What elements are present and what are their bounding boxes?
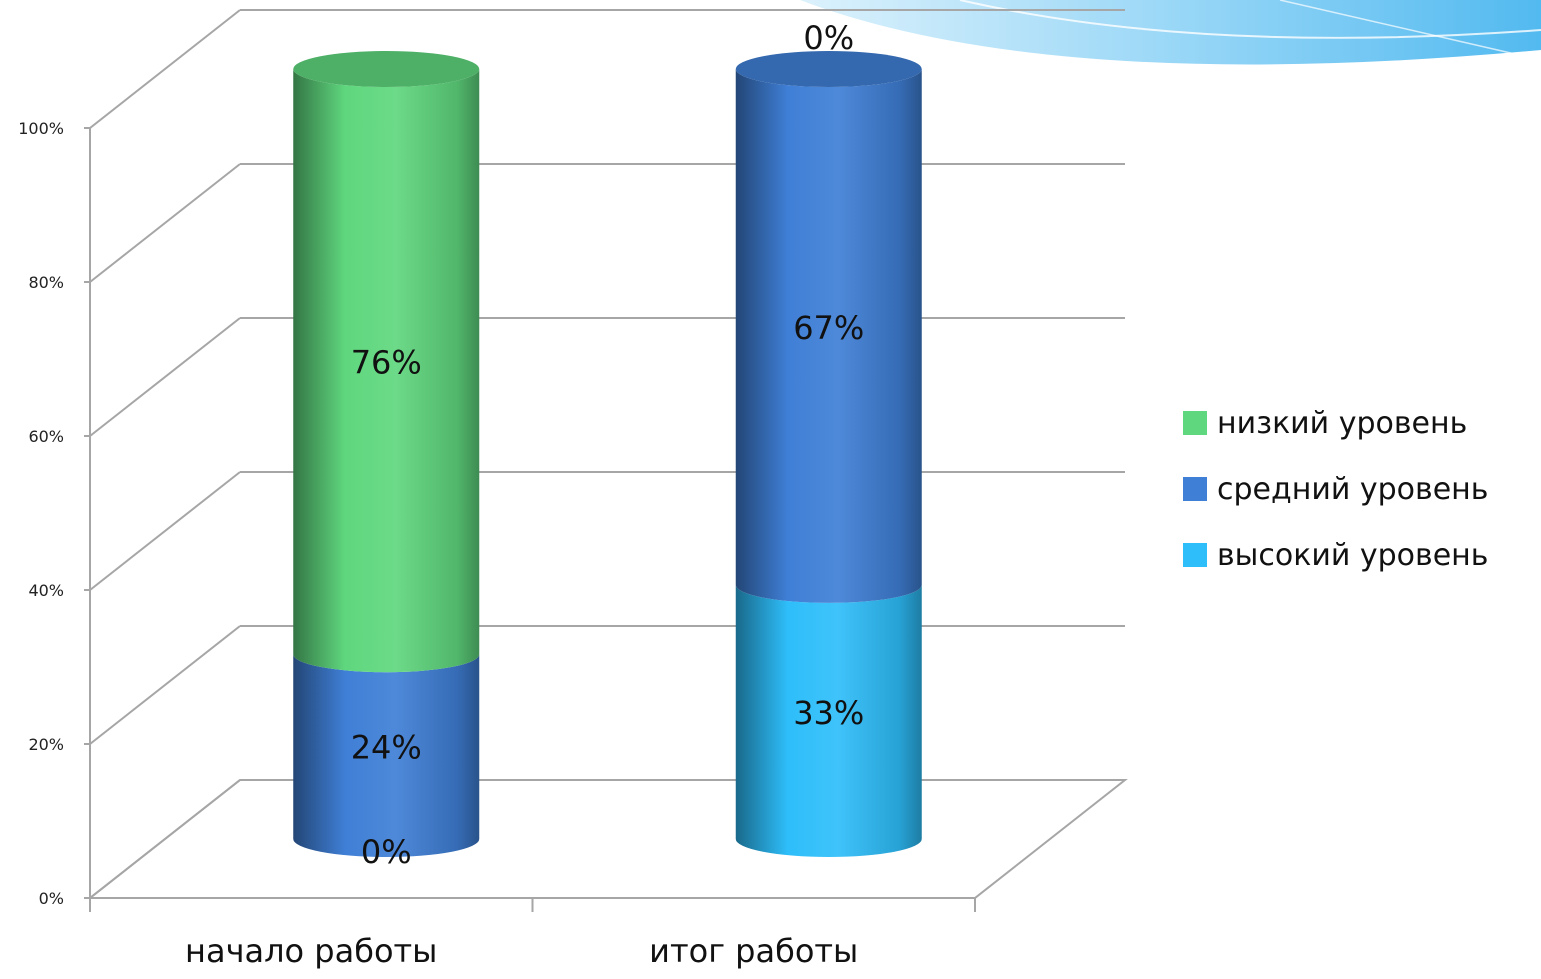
category-label: начало работы <box>185 932 437 970</box>
legend-label: высокий уровень <box>1217 538 1488 573</box>
cylinder-segment-средний уровень <box>735 69 922 603</box>
legend-swatch <box>1183 411 1207 435</box>
y-tick-label: 100% <box>18 119 64 138</box>
y-tick-label: 0% <box>39 889 64 908</box>
cylinder-top-cap <box>293 51 480 87</box>
cylinder-segment-высокий уровень <box>735 584 922 857</box>
legend: низкий уровень средний уровень высокий уро… <box>1183 406 1488 573</box>
legend-swatch <box>1183 543 1207 567</box>
y-tick-label: 20% <box>28 735 64 754</box>
floor-outline <box>87 779 1128 899</box>
legend-label: низкий уровень <box>1217 406 1467 441</box>
axes-and-grid: 0% 20% 40% 60% 80% 100% начало работы итог рабо… <box>18 9 1128 970</box>
cylinder-2 <box>735 51 922 857</box>
data-label: 0% <box>803 19 854 57</box>
decorative-swoosh <box>800 0 1541 65</box>
data-label: 0% <box>361 833 412 871</box>
legend-swatch <box>1183 477 1207 501</box>
cylinder-bars <box>293 51 922 857</box>
data-label: 67% <box>793 309 864 347</box>
side-wall-gridline <box>89 9 241 129</box>
y-tick-label: 40% <box>28 581 64 600</box>
side-wall-gridline <box>89 625 241 745</box>
data-labels: 0% 24% 76% 33% 67% 0% <box>351 19 865 871</box>
cylinder-top-cap <box>735 51 922 87</box>
legend-label: средний уровень <box>1217 472 1488 507</box>
data-label: 76% <box>351 344 422 382</box>
y-tick-label: 80% <box>28 273 64 292</box>
y-tick-label: 60% <box>28 427 64 446</box>
data-label: 33% <box>793 694 864 732</box>
cylinder-segment-низкий уровень <box>293 69 480 673</box>
cylinder-1 <box>293 51 480 857</box>
side-wall-gridline <box>89 471 241 591</box>
data-label: 24% <box>351 729 422 767</box>
cylinder-segment-средний уровень <box>293 654 480 857</box>
side-wall-gridline <box>89 163 241 283</box>
category-label: итог работы <box>649 932 858 970</box>
side-wall-gridline <box>89 317 241 437</box>
